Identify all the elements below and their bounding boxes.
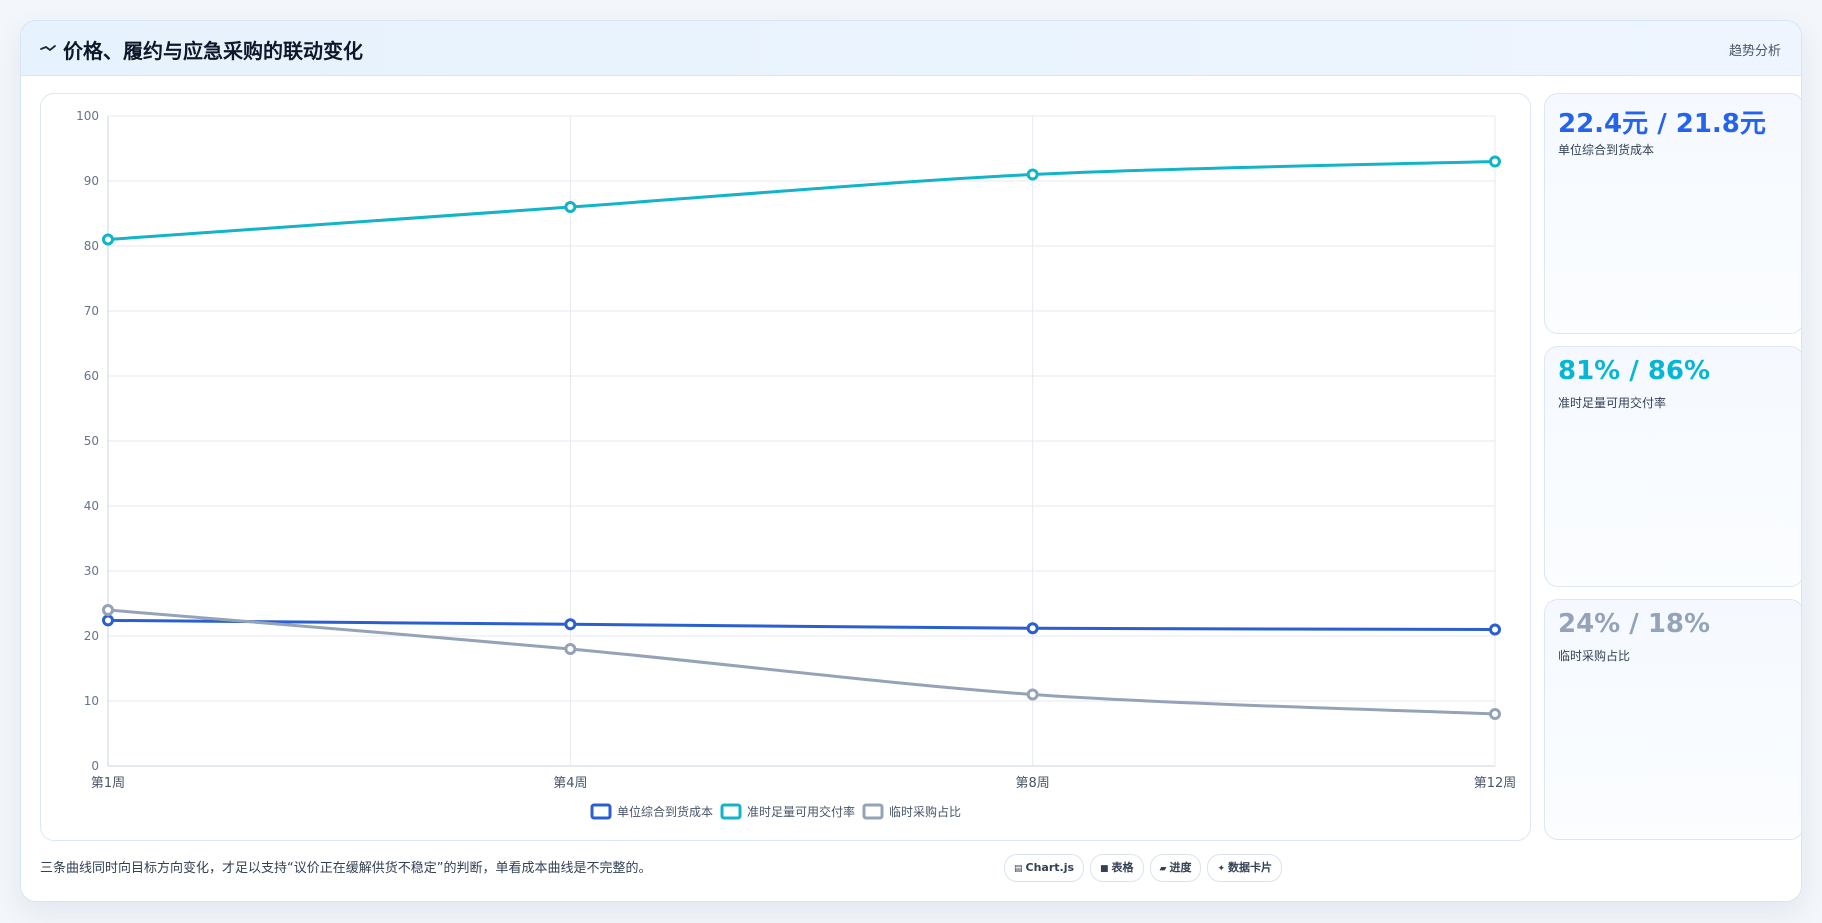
kpi-value: 24% / 18% xyxy=(1558,609,1711,639)
kpi-card-delivery: 81% / 86% 准时足量可用交付率 xyxy=(1544,346,1801,587)
x-tick-label: 第8周 xyxy=(1016,776,1050,791)
chart-card: 0 10 20 30 40 50 60 70 80 90 100 第1周 第4周 第8周 第12周单位综合到… xyxy=(40,93,1531,841)
tag-label: 表格 xyxy=(1111,861,1134,874)
tag-label: Chart.js xyxy=(1025,861,1075,874)
y-tick-label: 100 xyxy=(76,109,99,123)
kpi-value: 22.4元 / 21.8元 xyxy=(1558,109,1766,139)
footer-tags: ▤ Chart.js ■ 表格 ▰ 进度 ✦ 数据卡片 xyxy=(1004,854,1288,884)
series-line xyxy=(107,608,1496,716)
legend-swatch xyxy=(720,803,742,820)
data-point xyxy=(564,643,577,655)
tag-chartjs[interactable]: ▤ Chart.js xyxy=(1004,854,1085,882)
tag-datacard[interactable]: ✦ 数据卡片 xyxy=(1207,854,1283,882)
y-tick-label: 70 xyxy=(84,304,99,318)
data-point xyxy=(564,618,577,631)
header-tag: 趋势分析 xyxy=(1728,44,1781,59)
legend-label: 单位综合到货成本 xyxy=(617,804,713,819)
legend-label: 临时采购占比 xyxy=(889,804,961,819)
data-point xyxy=(1489,623,1501,636)
y-tick-label: 50 xyxy=(84,434,99,448)
data-point xyxy=(102,233,114,246)
data-point xyxy=(1489,155,1501,168)
kpi-label: 准时足量可用交付率 xyxy=(1558,396,1667,410)
x-tick-label: 第1周 xyxy=(91,776,125,791)
data-point xyxy=(1026,622,1039,635)
y-tick-label: 80 xyxy=(84,239,99,253)
kpi-card-temp: 24% / 18% 临时采购占比 xyxy=(1544,599,1801,840)
tag-label: 数据卡片 xyxy=(1228,861,1273,874)
data-point xyxy=(1026,168,1039,181)
y-tick-label: 60 xyxy=(84,369,99,383)
x-tick-label: 第4周 xyxy=(553,776,587,791)
y-tick-label: 10 xyxy=(84,694,99,708)
tag-table[interactable]: ■ 表格 xyxy=(1090,854,1144,882)
chart-icon: ▤ xyxy=(1014,864,1023,874)
x-tick-label: 第12周 xyxy=(1474,776,1517,791)
panel-header: 价格、履约与应急采购的联动变化 趋势分析 xyxy=(21,21,1801,76)
tag-label: 进度 xyxy=(1169,861,1192,874)
trend-icon xyxy=(38,38,58,58)
data-point xyxy=(1026,688,1039,701)
y-tick-label: 30 xyxy=(84,564,99,578)
legend-swatch xyxy=(590,803,612,820)
trend-panel: 价格、履约与应急采购的联动变化 趋势分析 0 10 20 30 40 50 60 70 80 90… xyxy=(20,20,1802,902)
tag-progress[interactable]: ▰ 进度 xyxy=(1149,854,1202,882)
data-point xyxy=(564,201,577,213)
legend-label: 准时足量可用交付率 xyxy=(747,804,855,819)
y-tick-label: 40 xyxy=(84,499,99,513)
y-tick-label: 90 xyxy=(84,174,99,188)
kpi-card-cost: 22.4元 / 21.8元 单位综合到货成本 xyxy=(1544,93,1801,334)
data-point xyxy=(102,614,114,627)
data-point xyxy=(102,604,114,616)
panel-title: 价格、履约与应急采购的联动变化 xyxy=(63,39,363,63)
y-tick-label: 0 xyxy=(91,759,99,773)
legend-swatch xyxy=(862,803,884,820)
kpi-label: 临时采购占比 xyxy=(1558,649,1631,663)
table-icon: ■ xyxy=(1100,864,1109,874)
kpi-label: 单位综合到货成本 xyxy=(1558,143,1655,157)
line-chart: 0 10 20 30 40 50 60 70 80 90 100 第1周 第4周 第8周 第12周单位综合到… xyxy=(76,109,1517,820)
data-point xyxy=(1489,708,1501,720)
y-tick-label: 20 xyxy=(84,629,99,643)
footer-note: 三条曲线同时向目标方向变化，才足以支持“议价正在缓解供货不稳定”的判断，单看成本… xyxy=(40,861,652,876)
kpi-value: 81% / 86% xyxy=(1558,356,1711,386)
progress-icon: ▰ xyxy=(1159,864,1167,874)
series-line xyxy=(107,160,1496,241)
sparkle-icon: ✦ xyxy=(1217,864,1226,874)
series-line xyxy=(107,618,1496,631)
